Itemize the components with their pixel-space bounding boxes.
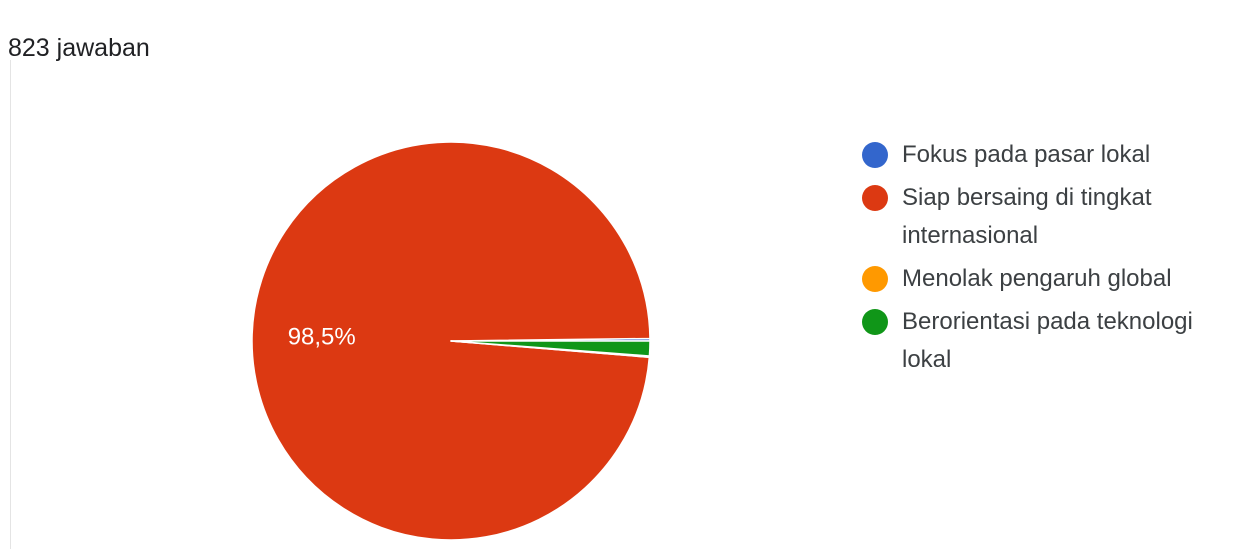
legend-swatch-icon	[862, 142, 888, 168]
legend-swatch-icon	[862, 185, 888, 211]
legend-item-berorientasi-pada-teknologi-lokal[interactable]: Berorientasi pada teknologi lokal	[862, 305, 1234, 379]
slice-label-siap-bersaing-di-tingkat-internasional: 98,5%	[288, 324, 356, 351]
legend-label: Berorientasi pada teknologi lokal	[902, 308, 1193, 373]
legend-label: Menolak pengaruh global	[902, 265, 1172, 292]
legend-label: Fokus pada pasar lokal	[902, 141, 1151, 168]
left-divider	[10, 60, 11, 549]
legend-swatch-icon	[862, 309, 888, 335]
legend-item-fokus-pada-pasar-lokal[interactable]: Fokus pada pasar lokal	[862, 138, 1234, 174]
chart-legend: Fokus pada pasar lokal Siap bersaing di t…	[862, 138, 1234, 386]
legend-swatch-icon	[862, 266, 888, 292]
response-count: 823 jawaban	[8, 34, 150, 62]
legend-label: Siap bersaing di tingkat internasional	[902, 184, 1152, 249]
pie-slice-berorientasi-pada-teknologi-lokal[interactable]	[450, 340, 651, 357]
legend-item-menolak-pengaruh-global[interactable]: Menolak pengaruh global	[862, 262, 1234, 298]
legend-item-siap-bersaing-di-tingkat-internasional[interactable]: Siap bersaing di tingkat internasional	[862, 181, 1234, 255]
